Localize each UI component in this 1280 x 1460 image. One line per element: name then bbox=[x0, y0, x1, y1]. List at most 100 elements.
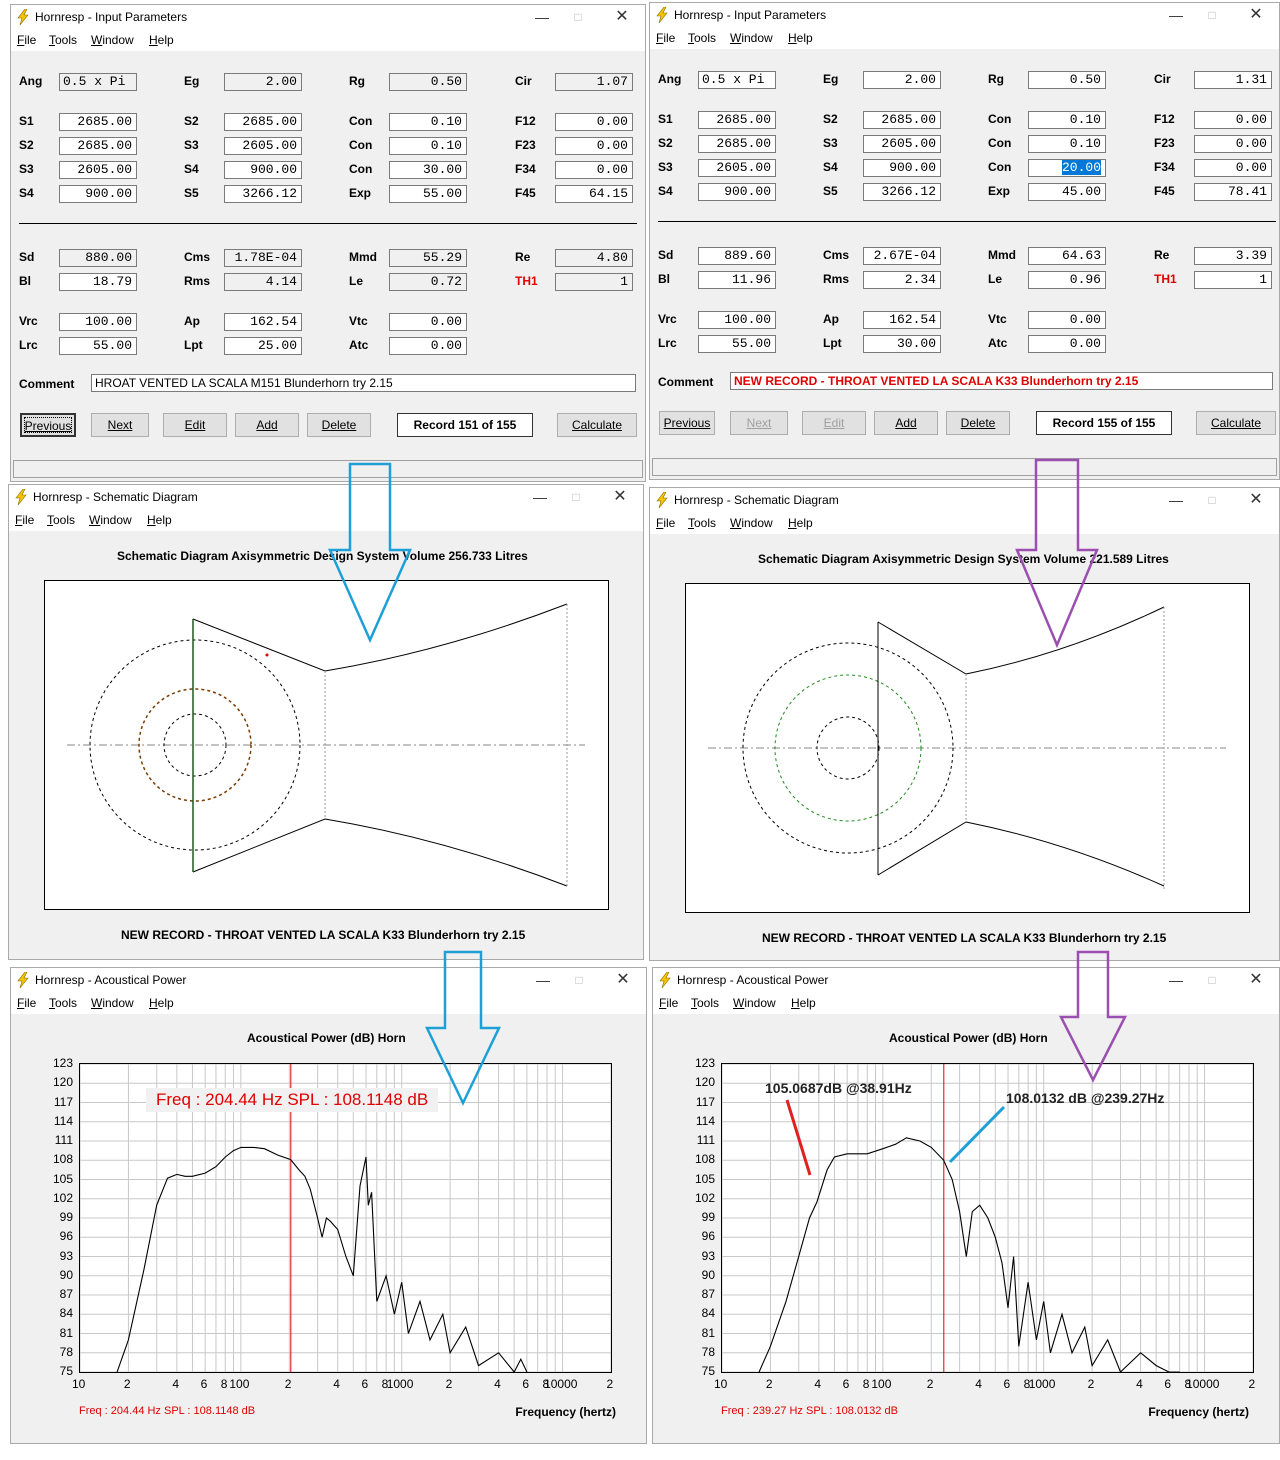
param-field-ap[interactable]: 162.54 bbox=[863, 311, 941, 329]
menu-help[interactable]: Help bbox=[788, 31, 813, 45]
add-button[interactable]: Add bbox=[235, 413, 299, 437]
param-field-exp[interactable]: 45.00 bbox=[1028, 183, 1106, 201]
param-field-s4[interactable]: 900.00 bbox=[698, 183, 776, 201]
edit-button[interactable]: Edit bbox=[163, 413, 227, 437]
param-field-s5[interactable]: 3266.12 bbox=[863, 183, 941, 201]
param-field-rms[interactable]: 4.14 bbox=[224, 273, 302, 291]
param-field-f34[interactable]: 0.00 bbox=[1194, 159, 1272, 177]
param-field-vtc[interactable]: 0.00 bbox=[389, 313, 467, 331]
menu-window[interactable]: Window bbox=[730, 31, 773, 45]
param-field-con[interactable]: 0.10 bbox=[389, 113, 467, 131]
menu-window[interactable]: Window bbox=[89, 513, 132, 527]
close-icon[interactable]: ✕ bbox=[613, 488, 627, 505]
maximize-icon[interactable]: □ bbox=[574, 10, 582, 24]
param-field-sd[interactable]: 889.60 bbox=[698, 247, 776, 265]
param-field-s1[interactable]: 2685.00 bbox=[698, 111, 776, 129]
param-field-s4[interactable]: 900.00 bbox=[863, 159, 941, 177]
menu-file[interactable]: File bbox=[656, 31, 676, 45]
param-field-cms[interactable]: 2.67E-04 bbox=[863, 247, 941, 265]
param-field-con[interactable]: 20.00 bbox=[1028, 159, 1106, 177]
param-field-mmd[interactable]: 55.29 bbox=[389, 249, 467, 267]
menu-help[interactable]: Help bbox=[788, 516, 813, 530]
title-bar[interactable]: Hornresp - Input Parameters — □ ✕ bbox=[11, 5, 645, 29]
maximize-icon[interactable]: □ bbox=[1208, 8, 1216, 22]
close-icon[interactable]: ✕ bbox=[1249, 6, 1263, 23]
param-field-lrc[interactable]: 55.00 bbox=[698, 335, 776, 353]
param-field-lrc[interactable]: 55.00 bbox=[59, 337, 137, 355]
param-field-atc[interactable]: 0.00 bbox=[1028, 335, 1106, 353]
close-icon[interactable]: ✕ bbox=[1249, 491, 1263, 508]
param-field-eg[interactable]: 2.00 bbox=[863, 71, 941, 89]
minimize-icon[interactable]: — bbox=[535, 9, 549, 25]
param-field-rms[interactable]: 2.34 bbox=[863, 271, 941, 289]
param-field-f12[interactable]: 0.00 bbox=[1194, 111, 1272, 129]
maximize-icon[interactable]: □ bbox=[1208, 973, 1216, 987]
minimize-icon[interactable]: — bbox=[533, 489, 547, 505]
param-field-f45[interactable]: 78.41 bbox=[1194, 183, 1272, 201]
menu-window[interactable]: Window bbox=[91, 996, 134, 1010]
delete-button[interactable]: Delete bbox=[946, 411, 1010, 435]
menu-help[interactable]: Help bbox=[149, 33, 174, 47]
param-field-s3[interactable]: 2605.00 bbox=[59, 161, 137, 179]
menu-tools[interactable]: Tools bbox=[688, 31, 717, 45]
param-field-con[interactable]: 0.10 bbox=[1028, 135, 1106, 153]
power-plot[interactable] bbox=[721, 1063, 1254, 1373]
menu-tools[interactable]: Tools bbox=[49, 33, 78, 47]
param-field-le[interactable]: 0.96 bbox=[1028, 271, 1106, 289]
menu-tools[interactable]: Tools bbox=[47, 513, 76, 527]
param-field-th1[interactable]: 1 bbox=[1194, 271, 1272, 289]
param-field-vtc[interactable]: 0.00 bbox=[1028, 311, 1106, 329]
next-button[interactable]: Next bbox=[730, 411, 788, 435]
param-field-s2[interactable]: 2685.00 bbox=[224, 113, 302, 131]
param-field-ang[interactable]: 0.5 x Pi bbox=[698, 71, 776, 89]
param-field-vrc[interactable]: 100.00 bbox=[698, 311, 776, 329]
param-field-re[interactable]: 4.80 bbox=[555, 249, 633, 267]
param-field-lpt[interactable]: 30.00 bbox=[863, 335, 941, 353]
close-icon[interactable]: ✕ bbox=[1249, 971, 1263, 988]
calculate-button[interactable]: Calculate bbox=[1196, 411, 1276, 435]
minimize-icon[interactable]: — bbox=[1169, 492, 1183, 508]
param-field-rg[interactable]: 0.50 bbox=[389, 73, 467, 91]
param-field-s3[interactable]: 2605.00 bbox=[698, 159, 776, 177]
edit-button[interactable]: Edit bbox=[802, 411, 866, 435]
menu-file[interactable]: File bbox=[656, 516, 676, 530]
param-field-vrc[interactable]: 100.00 bbox=[59, 313, 137, 331]
param-field-le[interactable]: 0.72 bbox=[389, 273, 467, 291]
param-field-rg[interactable]: 0.50 bbox=[1028, 71, 1106, 89]
menu-help[interactable]: Help bbox=[149, 996, 174, 1010]
maximize-icon[interactable]: □ bbox=[575, 973, 583, 987]
menu-file[interactable]: File bbox=[17, 33, 37, 47]
param-field-cir[interactable]: 1.07 bbox=[555, 73, 633, 91]
menu-file[interactable]: File bbox=[15, 513, 35, 527]
menu-tools[interactable]: Tools bbox=[49, 996, 78, 1010]
close-icon[interactable]: ✕ bbox=[616, 971, 630, 988]
calculate-button[interactable]: Calculate bbox=[557, 413, 637, 437]
menu-file[interactable]: File bbox=[17, 996, 37, 1010]
param-field-eg[interactable]: 2.00 bbox=[224, 73, 302, 91]
param-field-f12[interactable]: 0.00 bbox=[555, 113, 633, 131]
param-field-f23[interactable]: 0.00 bbox=[555, 137, 633, 155]
menu-tools[interactable]: Tools bbox=[688, 516, 717, 530]
param-field-re[interactable]: 3.39 bbox=[1194, 247, 1272, 265]
add-button[interactable]: Add bbox=[874, 411, 938, 435]
param-field-s5[interactable]: 3266.12 bbox=[224, 185, 302, 203]
param-field-s3[interactable]: 2605.00 bbox=[863, 135, 941, 153]
param-field-f45[interactable]: 64.15 bbox=[555, 185, 633, 203]
param-field-con[interactable]: 30.00 bbox=[389, 161, 467, 179]
minimize-icon[interactable]: — bbox=[1169, 7, 1183, 23]
param-field-s2[interactable]: 2685.00 bbox=[863, 111, 941, 129]
param-field-lpt[interactable]: 25.00 bbox=[224, 337, 302, 355]
menu-window[interactable]: Window bbox=[730, 516, 773, 530]
param-field-th1[interactable]: 1 bbox=[555, 273, 633, 291]
menu-help[interactable]: Help bbox=[791, 996, 816, 1010]
title-bar[interactable]: Hornresp - Schematic Diagram — □ ✕ bbox=[650, 488, 1279, 512]
title-bar[interactable]: Hornresp - Acoustical Power — □ ✕ bbox=[653, 968, 1279, 992]
param-field-s3[interactable]: 2605.00 bbox=[224, 137, 302, 155]
param-field-exp[interactable]: 55.00 bbox=[389, 185, 467, 203]
param-field-s4[interactable]: 900.00 bbox=[59, 185, 137, 203]
delete-button[interactable]: Delete bbox=[307, 413, 371, 437]
comment-field[interactable]: NEW RECORD - THROAT VENTED LA SCALA K33 … bbox=[730, 372, 1273, 390]
param-field-bl[interactable]: 11.96 bbox=[698, 271, 776, 289]
menu-window[interactable]: Window bbox=[733, 996, 776, 1010]
title-bar[interactable]: Hornresp - Acoustical Power — □ ✕ bbox=[11, 968, 646, 992]
